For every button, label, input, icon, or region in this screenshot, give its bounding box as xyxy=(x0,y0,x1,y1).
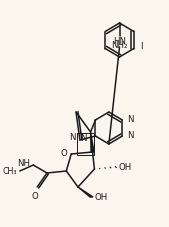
Polygon shape xyxy=(78,187,93,197)
Text: N: N xyxy=(127,116,134,124)
Text: NH₂: NH₂ xyxy=(111,41,128,50)
Text: NH: NH xyxy=(17,158,30,168)
Text: OH: OH xyxy=(94,193,108,202)
Text: N: N xyxy=(69,133,76,143)
Text: O: O xyxy=(32,192,39,201)
Text: OH: OH xyxy=(119,163,132,172)
Text: CH₃: CH₃ xyxy=(2,168,17,177)
Text: I: I xyxy=(140,42,142,51)
Polygon shape xyxy=(91,132,94,152)
Text: HN: HN xyxy=(113,37,126,46)
Text: N: N xyxy=(80,134,87,143)
Text: O: O xyxy=(61,148,67,158)
Bar xyxy=(77,133,94,155)
Text: N: N xyxy=(127,131,134,141)
